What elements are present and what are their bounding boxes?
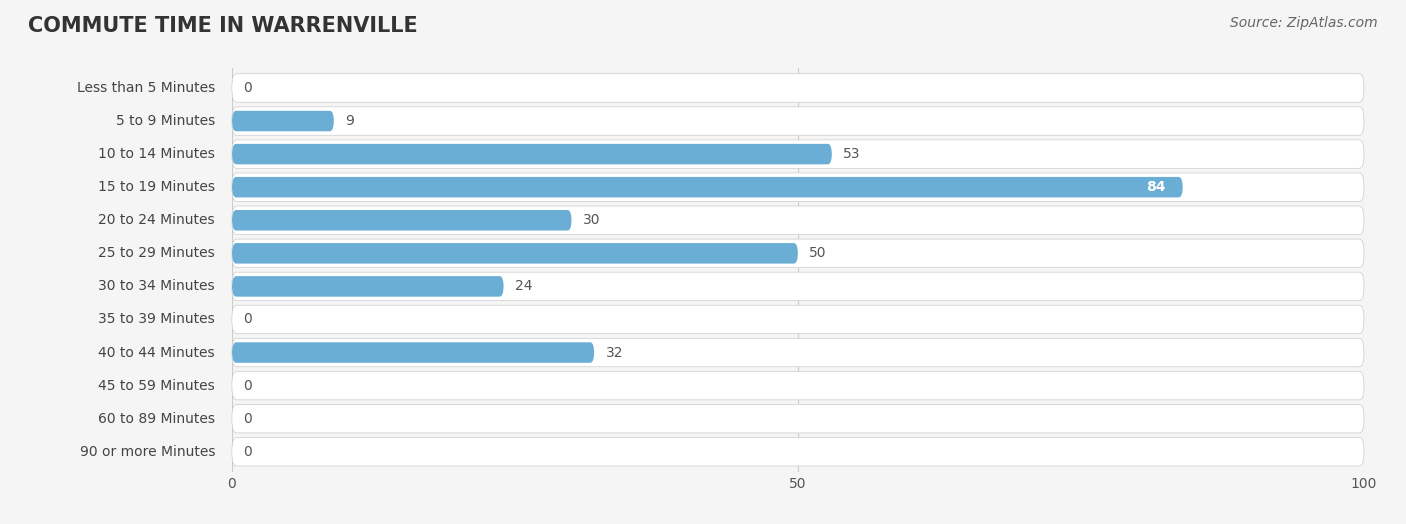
FancyBboxPatch shape xyxy=(232,111,333,132)
FancyBboxPatch shape xyxy=(232,342,595,363)
FancyBboxPatch shape xyxy=(232,372,1364,400)
Text: 0: 0 xyxy=(243,412,252,425)
Text: 50: 50 xyxy=(810,246,827,260)
Text: 53: 53 xyxy=(844,147,860,161)
FancyBboxPatch shape xyxy=(232,276,503,297)
Text: COMMUTE TIME IN WARRENVILLE: COMMUTE TIME IN WARRENVILLE xyxy=(28,16,418,36)
Text: 0: 0 xyxy=(243,379,252,392)
Text: 0: 0 xyxy=(243,81,252,95)
Text: 9: 9 xyxy=(346,114,354,128)
Text: 32: 32 xyxy=(606,345,623,359)
Text: 24: 24 xyxy=(515,279,533,293)
Text: 45 to 59 Minutes: 45 to 59 Minutes xyxy=(98,379,215,392)
FancyBboxPatch shape xyxy=(232,239,1364,268)
FancyBboxPatch shape xyxy=(232,405,1364,433)
Text: 90 or more Minutes: 90 or more Minutes xyxy=(80,445,215,458)
FancyBboxPatch shape xyxy=(232,74,1364,102)
Text: 15 to 19 Minutes: 15 to 19 Minutes xyxy=(98,180,215,194)
Text: 60 to 89 Minutes: 60 to 89 Minutes xyxy=(98,412,215,425)
Text: 84: 84 xyxy=(1146,180,1166,194)
FancyBboxPatch shape xyxy=(232,173,1364,201)
FancyBboxPatch shape xyxy=(232,107,1364,135)
Text: 0: 0 xyxy=(243,312,252,326)
Text: 20 to 24 Minutes: 20 to 24 Minutes xyxy=(98,213,215,227)
FancyBboxPatch shape xyxy=(232,177,1182,198)
FancyBboxPatch shape xyxy=(232,438,1364,466)
Text: 0: 0 xyxy=(243,445,252,458)
Text: Less than 5 Minutes: Less than 5 Minutes xyxy=(77,81,215,95)
FancyBboxPatch shape xyxy=(232,140,1364,168)
Text: 5 to 9 Minutes: 5 to 9 Minutes xyxy=(115,114,215,128)
Text: Source: ZipAtlas.com: Source: ZipAtlas.com xyxy=(1230,16,1378,30)
Text: 40 to 44 Minutes: 40 to 44 Minutes xyxy=(98,345,215,359)
FancyBboxPatch shape xyxy=(232,210,571,231)
FancyBboxPatch shape xyxy=(232,272,1364,301)
FancyBboxPatch shape xyxy=(232,243,799,264)
Text: 25 to 29 Minutes: 25 to 29 Minutes xyxy=(98,246,215,260)
Text: 30 to 34 Minutes: 30 to 34 Minutes xyxy=(98,279,215,293)
FancyBboxPatch shape xyxy=(232,339,1364,367)
FancyBboxPatch shape xyxy=(232,144,832,165)
FancyBboxPatch shape xyxy=(232,305,1364,334)
FancyBboxPatch shape xyxy=(232,206,1364,234)
Text: 35 to 39 Minutes: 35 to 39 Minutes xyxy=(98,312,215,326)
Text: 10 to 14 Minutes: 10 to 14 Minutes xyxy=(98,147,215,161)
Text: 30: 30 xyxy=(583,213,600,227)
